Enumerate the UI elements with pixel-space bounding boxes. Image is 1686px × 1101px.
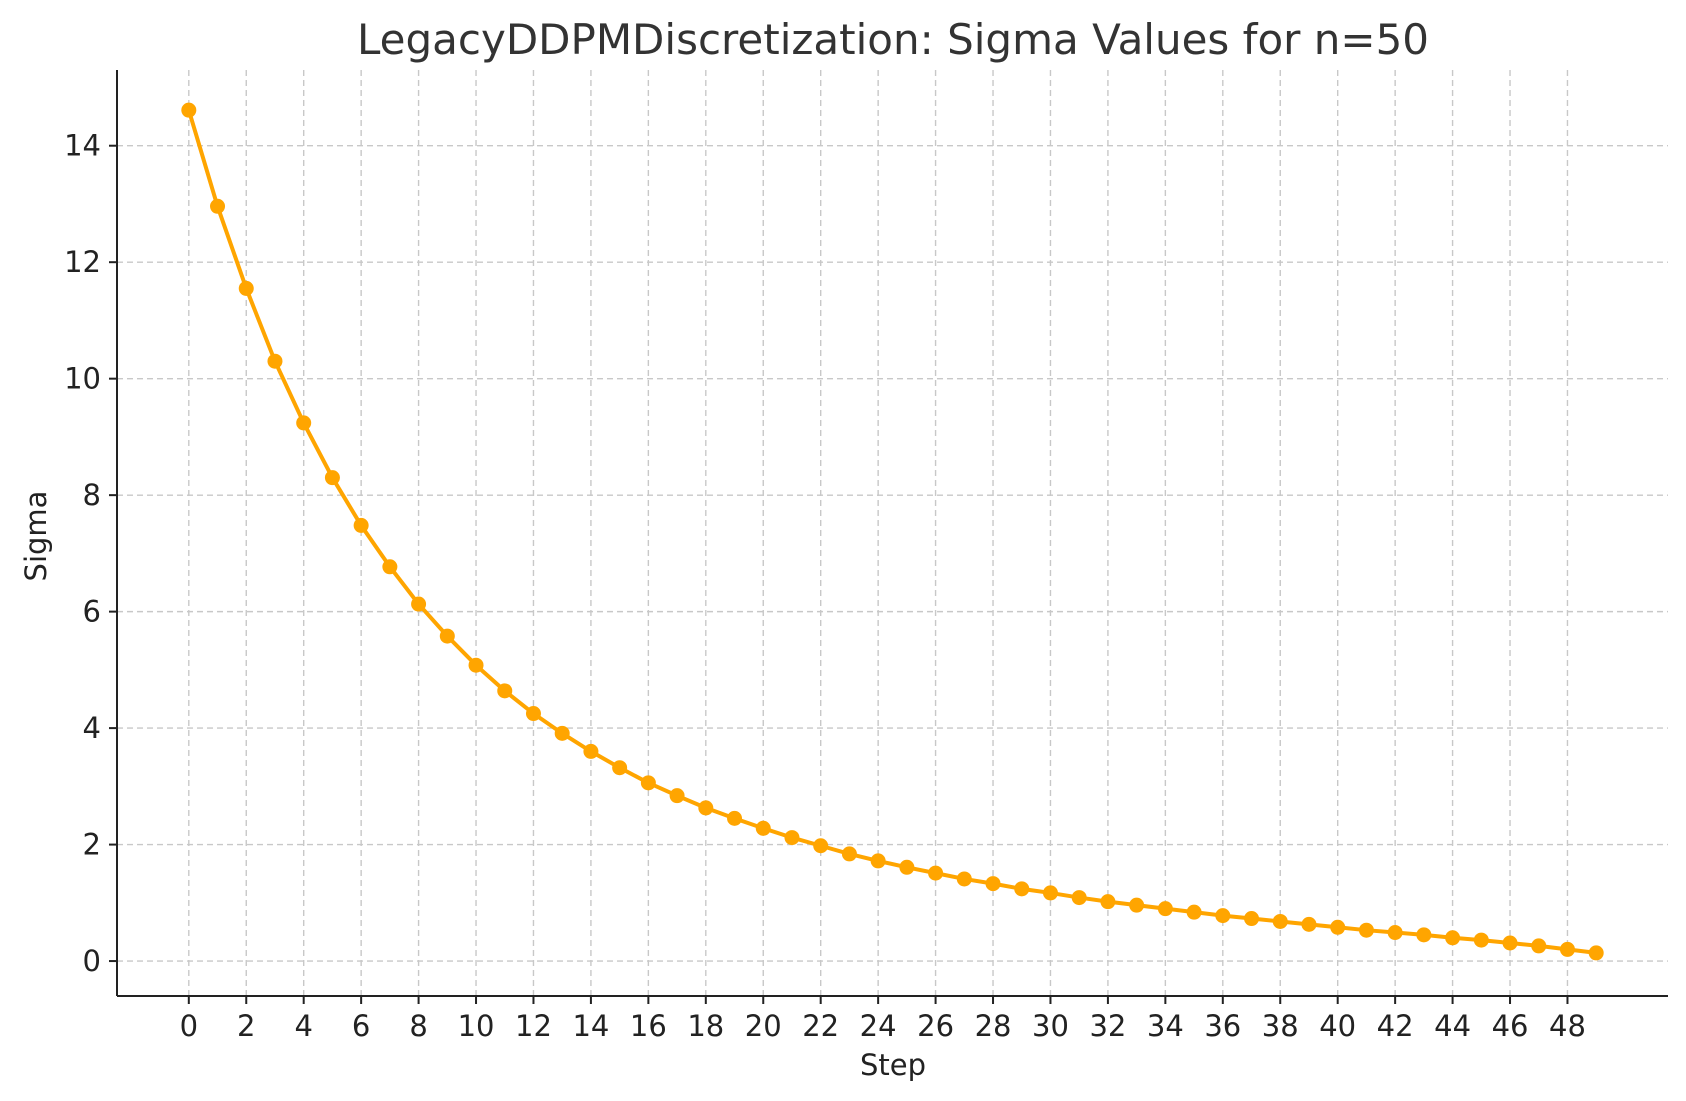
data-point — [439, 628, 455, 644]
x-tick-label: 8 — [409, 1009, 427, 1043]
x-tick-label: 22 — [802, 1009, 839, 1043]
data-point — [669, 788, 685, 804]
x-tick-label: 38 — [1262, 1009, 1299, 1043]
data-point — [1330, 919, 1346, 935]
x-tick-label: 26 — [917, 1009, 954, 1043]
data-point — [525, 706, 541, 722]
data-point — [985, 876, 1001, 892]
x-tick-label: 34 — [1147, 1009, 1184, 1043]
y-tick-label: 12 — [64, 245, 101, 279]
data-point — [1301, 916, 1317, 932]
data-point — [956, 871, 972, 887]
data-point — [1502, 935, 1518, 951]
data-point — [497, 683, 513, 699]
y-tick-label: 8 — [83, 478, 101, 512]
chart-title: LegacyDDPMDiscretization: Sigma Values f… — [357, 15, 1429, 64]
data-point — [382, 559, 398, 575]
data-point — [411, 596, 427, 612]
x-tick-label: 4 — [294, 1009, 312, 1043]
x-tick-label: 20 — [745, 1009, 782, 1043]
data-point — [1272, 913, 1288, 929]
data-point — [928, 865, 944, 881]
data-point — [324, 470, 340, 486]
x-tick-label: 10 — [458, 1009, 495, 1043]
x-tick-label: 40 — [1319, 1009, 1356, 1043]
x-tick-label: 6 — [352, 1009, 370, 1043]
y-axis-label: Sigma — [19, 491, 53, 582]
data-point — [1157, 901, 1173, 917]
x-tick-label: 28 — [975, 1009, 1012, 1043]
data-point — [353, 517, 369, 533]
x-tick-label: 44 — [1434, 1009, 1471, 1043]
data-point — [813, 838, 829, 854]
data-point — [1387, 925, 1403, 941]
series-layer — [181, 102, 1604, 961]
data-point — [1416, 927, 1432, 943]
data-point — [1358, 922, 1374, 938]
data-point — [1445, 930, 1461, 946]
data-point — [267, 353, 283, 369]
axes — [116, 70, 1668, 997]
data-point — [1042, 885, 1058, 901]
x-tick-label: 46 — [1492, 1009, 1529, 1043]
x-tick-label: 0 — [180, 1009, 198, 1043]
data-point — [612, 760, 628, 776]
y-ticks: 0 2 4 6 8 10 12 14 — [64, 129, 117, 978]
data-point — [1071, 890, 1087, 906]
data-point — [210, 198, 226, 214]
data-point — [1559, 941, 1575, 957]
data-point — [1014, 881, 1030, 897]
series-line — [186, 108, 1599, 955]
data-point — [784, 830, 800, 846]
x-axis-label: Step — [860, 1048, 926, 1082]
data-point — [841, 846, 857, 862]
data-point — [870, 853, 886, 869]
x-tick-label: 24 — [860, 1009, 897, 1043]
x-tick-label: 42 — [1377, 1009, 1414, 1043]
data-point — [583, 743, 599, 759]
data-point — [1531, 938, 1547, 954]
y-tick-label: 4 — [83, 711, 101, 745]
data-point — [1588, 945, 1604, 961]
x-tick-label: 16 — [630, 1009, 667, 1043]
x-tick-label: 14 — [572, 1009, 609, 1043]
grid — [117, 70, 1668, 996]
y-tick-label: 14 — [64, 129, 101, 163]
data-point — [755, 820, 771, 836]
x-tick-label: 32 — [1089, 1009, 1126, 1043]
x-ticks: 0 2 4 6 8 10 12 14 16 18 20 22 24 26 28 30 32 34 36 38 40 42 4… — [180, 996, 1586, 1043]
data-point — [727, 810, 743, 826]
x-tick-label: 18 — [687, 1009, 724, 1043]
data-point — [640, 775, 656, 791]
data-point — [1129, 897, 1145, 913]
x-tick-label: 12 — [515, 1009, 552, 1043]
data-point — [698, 800, 714, 816]
data-point — [1215, 908, 1231, 924]
y-tick-label: 6 — [83, 595, 101, 629]
data-point — [468, 657, 484, 673]
data-point — [899, 859, 915, 875]
data-point — [296, 415, 312, 431]
y-tick-label: 0 — [83, 944, 101, 978]
data-point — [1100, 894, 1116, 910]
data-point — [1186, 904, 1202, 920]
x-tick-label: 2 — [237, 1009, 255, 1043]
y-tick-label: 2 — [83, 828, 101, 862]
y-tick-label: 10 — [64, 362, 101, 396]
data-point — [1244, 911, 1260, 927]
x-tick-label: 30 — [1032, 1009, 1069, 1043]
data-point — [554, 725, 570, 741]
x-tick-label: 48 — [1549, 1009, 1586, 1043]
data-point — [181, 102, 197, 118]
data-point — [238, 280, 254, 296]
x-tick-label: 36 — [1204, 1009, 1241, 1043]
data-point — [1473, 932, 1489, 948]
